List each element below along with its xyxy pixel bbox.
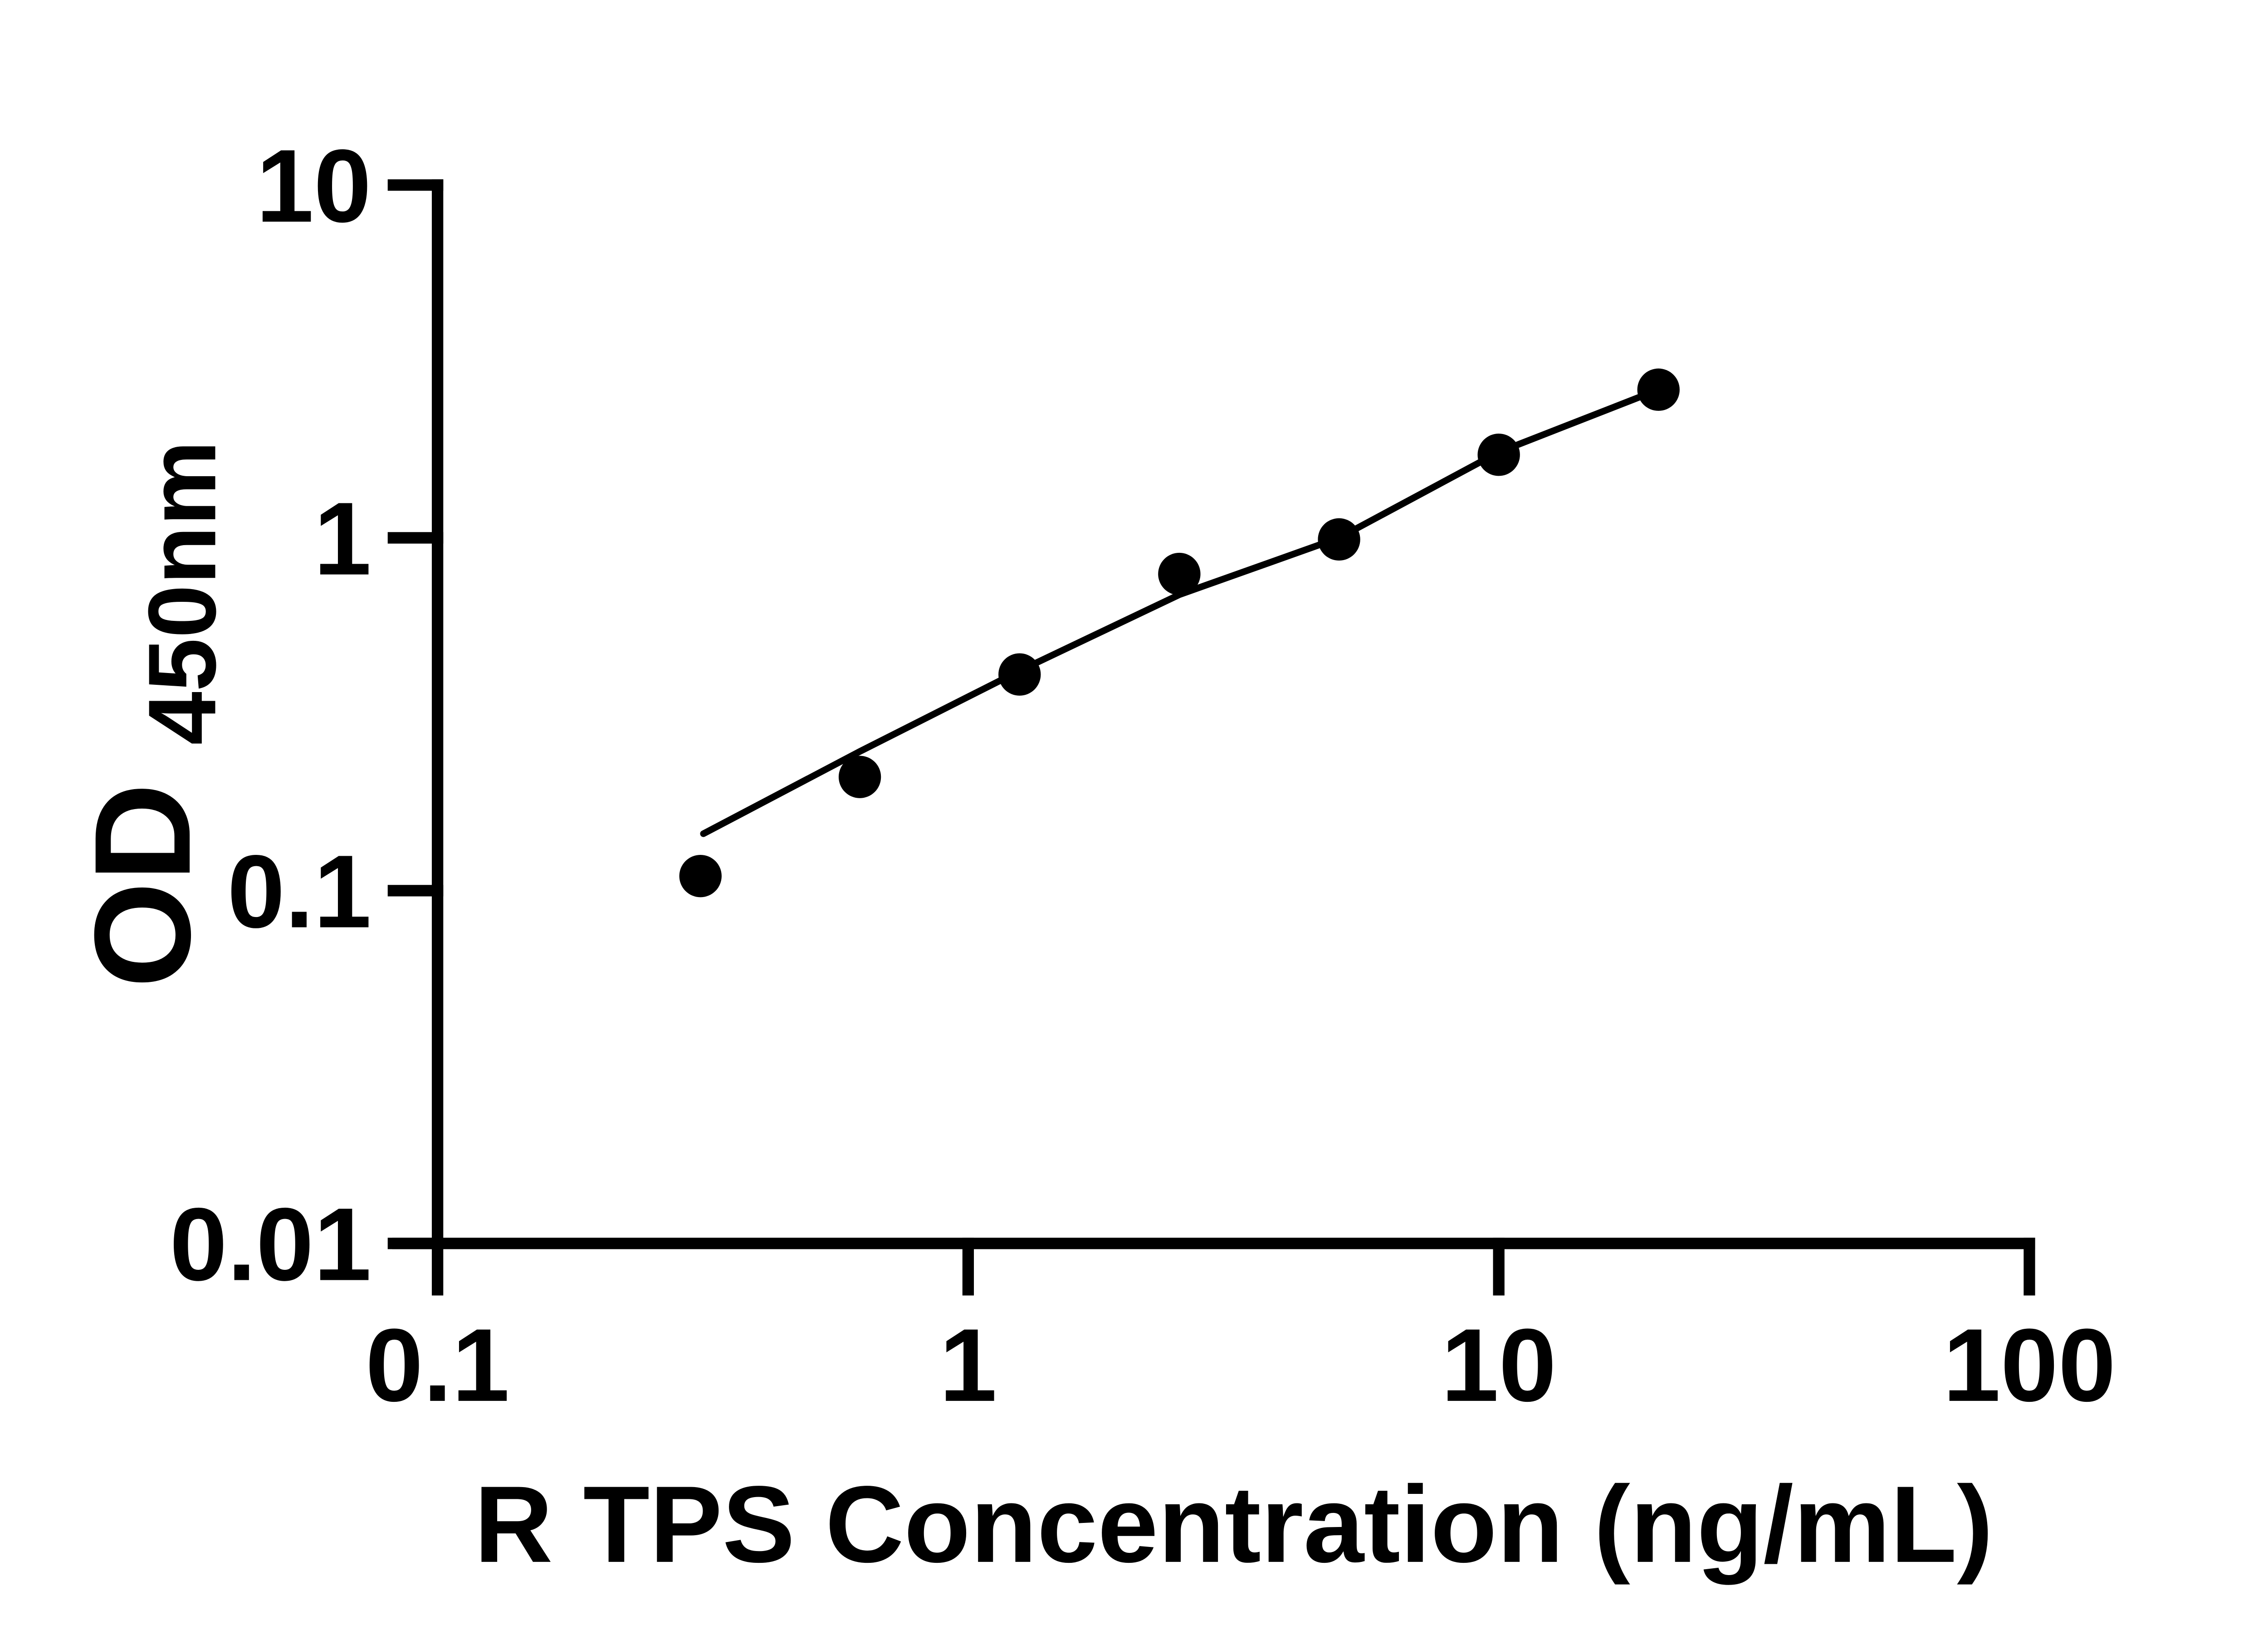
y-tick-label: 1 [314,481,371,597]
y-tick-labels: 10 1 0.1 0.01 [170,128,371,1303]
y-tick-label: 0.1 [227,834,371,950]
y-axis-title-main: OD [66,783,219,988]
data-point [1477,434,1520,476]
x-tick-label: 0.1 [366,1307,510,1423]
y-tick-label: 10 [256,128,371,244]
data-points [679,368,1680,898]
y-tick-label: 0.01 [170,1186,371,1302]
x-tick-label: 1 [939,1307,997,1423]
data-point [1637,368,1680,411]
data-point [1318,518,1360,561]
y-axis-title-subscript: 450nm [128,440,236,745]
data-point [998,653,1041,696]
data-point [1158,552,1201,595]
data-point [838,756,881,798]
x-axis: 0.1 1 10 100 [366,1238,2116,1423]
x-tick-label: 100 [1943,1307,2116,1423]
x-ticks [431,1238,2035,1296]
y-axis: 10 1 0.1 0.01 [170,128,444,1303]
data-point [679,854,722,898]
x-tick-label: 10 [1441,1307,1556,1423]
y-axis-title: OD 450nm [66,440,235,988]
x-axis-title: R TPS Concentration (ng/mL) [474,1464,1993,1585]
x-tick-labels: 0.1 1 10 100 [366,1307,2116,1423]
